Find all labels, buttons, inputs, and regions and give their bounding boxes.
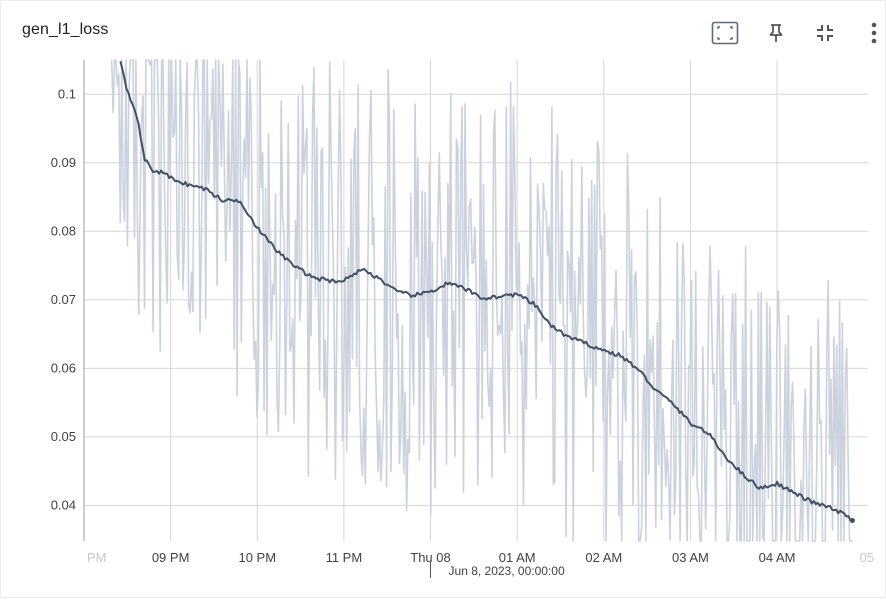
x-tick-label: 01 AM	[499, 550, 536, 565]
y-tick-label: 0.04	[51, 497, 76, 512]
y-tick-label: 0.09	[51, 155, 76, 170]
x-tick-label: 05	[860, 550, 874, 565]
series-end-marker	[850, 518, 855, 523]
x-tick-label: 02 AM	[585, 550, 622, 565]
y-tick-label: 0.1	[58, 86, 76, 101]
y-tick-label: 0.05	[51, 429, 76, 444]
x-tick-label: 09 PM	[152, 550, 190, 565]
x-tick-label: 04 AM	[759, 550, 796, 565]
x-tick-label: 10 PM	[238, 550, 276, 565]
y-tick-label: 0.08	[51, 223, 76, 238]
hover-date-label: Jun 8, 2023, 00:00:00	[449, 564, 565, 578]
raw-series-line	[112, 60, 853, 541]
x-tick-label: 11 PM	[326, 550, 363, 565]
raw-series	[112, 60, 853, 541]
x-tick-label: 03 AM	[672, 550, 709, 565]
x-tick-label: Thu 08	[410, 550, 450, 565]
y-tick-label: 0.07	[51, 292, 76, 307]
y-tick-label: 0.06	[51, 360, 76, 375]
x-tick-label: PM	[87, 550, 107, 565]
